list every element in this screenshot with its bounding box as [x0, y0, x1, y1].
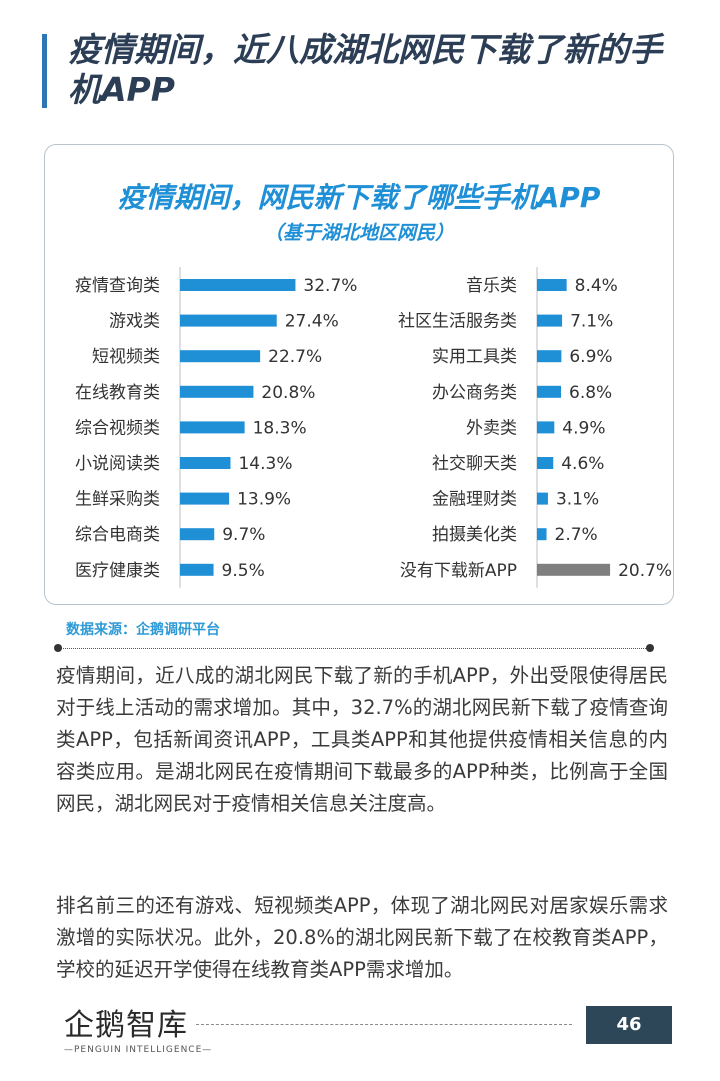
right-bar — [537, 528, 547, 541]
logo-subtext: —PENGUIN INTELLIGENCE— — [64, 1045, 213, 1055]
right-value-label: 4.9% — [562, 418, 605, 438]
page-number: 46 — [586, 1006, 672, 1044]
left-category-label: 综合视频类 — [75, 418, 160, 438]
left-category-label: 游戏类 — [109, 312, 160, 332]
left-category-label: 小说阅读类 — [75, 454, 160, 474]
left-bar — [180, 421, 245, 434]
chart-card — [44, 144, 674, 605]
right-category-label: 拍摄美化类 — [432, 525, 517, 545]
left-value-label: 13.9% — [237, 490, 291, 510]
right-value-label: 7.1% — [570, 312, 613, 332]
right-value-label: 8.4% — [575, 276, 618, 296]
right-category-label: 实用工具类 — [432, 347, 517, 367]
left-bar — [180, 314, 277, 327]
left-value-label: 27.4% — [285, 312, 339, 332]
right-category-label: 音乐类 — [466, 276, 517, 296]
left-category-label: 生鲜采购类 — [75, 490, 160, 510]
data-source: 数据来源：企鹅调研平台 — [66, 622, 220, 638]
left-value-label: 9.5% — [222, 561, 265, 581]
right-category-label: 没有下载新APP — [400, 561, 517, 581]
right-bar — [537, 385, 562, 398]
left-bar — [180, 279, 296, 291]
left-value-label: 20.8% — [261, 383, 315, 403]
title-accent-bar — [42, 34, 47, 108]
left-bar — [180, 457, 231, 469]
page-title: 疫情期间，近八成湖北网民下载了新的手机APP — [68, 30, 662, 109]
right-category-label: 外卖类 — [466, 418, 517, 438]
right-bar — [537, 492, 548, 505]
left-bar — [180, 528, 215, 541]
right-category-label: 社交聊天类 — [432, 454, 517, 474]
right-value-label: 6.8% — [569, 383, 612, 403]
paragraph-2: 排名前三的还有游戏、短视频类APP，体现了湖北网民对居家娱乐需求激增的实际状况。… — [56, 894, 668, 981]
left-bar — [180, 350, 261, 363]
chart-subtitle: （基于湖北地区网民） — [263, 222, 454, 244]
left-category-label: 在线教育类 — [75, 383, 160, 403]
left-category-label: 医疗健康类 — [75, 561, 160, 581]
divider-dot-right — [646, 644, 654, 652]
right-value-label: 4.6% — [561, 454, 604, 474]
left-bar — [180, 563, 214, 576]
chart-title: 疫情期间，网民新下载了哪些手机APP — [117, 181, 601, 214]
right-category-label: 金融理财类 — [432, 490, 517, 510]
logo-text: 企鹅智库 — [64, 1008, 188, 1043]
right-value-label: 6.9% — [569, 347, 612, 367]
right-bar — [537, 457, 554, 469]
left-value-label: 18.3% — [253, 418, 307, 438]
right-value-label: 3.1% — [556, 490, 599, 510]
right-bar — [537, 279, 567, 291]
left-category-label: 疫情查询类 — [75, 276, 160, 296]
right-bar — [537, 350, 562, 363]
left-bar — [180, 385, 254, 398]
left-value-label: 14.3% — [238, 454, 292, 474]
right-bar — [537, 314, 563, 327]
right-bar — [537, 421, 555, 434]
divider — [58, 648, 650, 649]
footer-line — [196, 1024, 572, 1025]
left-value-label: 9.7% — [222, 525, 265, 545]
right-category-label: 社区生活服务类 — [398, 312, 517, 332]
left-category-label: 短视频类 — [92, 347, 160, 367]
left-value-label: 32.7% — [303, 276, 357, 296]
divider-dot-left — [54, 644, 62, 652]
paragraph-1: 疫情期间，近八成的湖北网民下载了新的手机APP，外出受限使得居民对于线上活动的需… — [56, 664, 668, 815]
left-category-label: 综合电商类 — [75, 525, 160, 545]
right-value-label: 2.7% — [555, 525, 598, 545]
right-bar — [537, 563, 611, 576]
right-category-label: 办公商务类 — [432, 383, 517, 403]
left-bar — [180, 492, 230, 505]
right-value-label: 20.7% — [618, 561, 672, 581]
left-value-label: 22.7% — [268, 347, 322, 367]
